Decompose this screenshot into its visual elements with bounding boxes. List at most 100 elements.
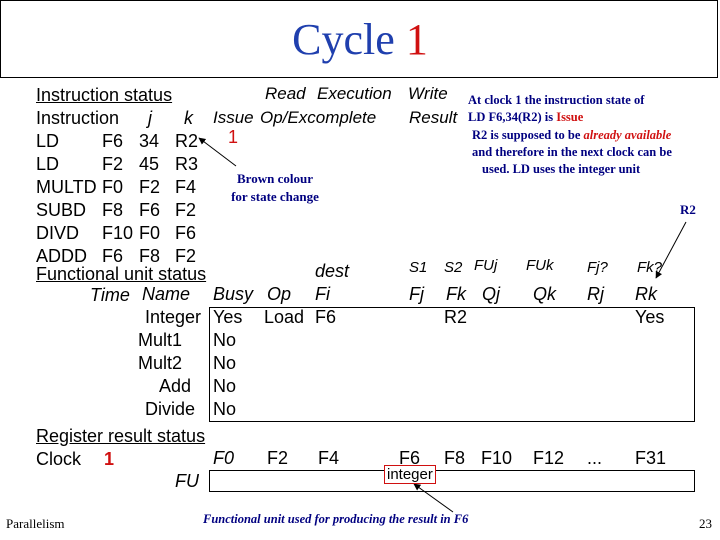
slide-title: Cycle 1 [292, 15, 428, 64]
register-f8: F8 [444, 448, 466, 468]
header-read: Read [265, 84, 306, 103]
unit-busy: No [213, 376, 237, 396]
header-fuj: FUj [474, 257, 498, 274]
page-number: 23 [699, 516, 712, 531]
instr-reg: F2 [102, 154, 124, 174]
r2-annotation: R2 [680, 202, 696, 217]
header-qk: Qk [533, 284, 557, 304]
instr-op: LD [36, 154, 60, 174]
instr-j: F0 [139, 223, 161, 243]
instruction-status-label: Instruction status [36, 85, 173, 105]
register-f6: F6 [399, 448, 421, 468]
header-execution: Execution [317, 84, 392, 103]
unit-name: Add [159, 376, 192, 396]
instr-k: F4 [175, 177, 197, 197]
header-dest: dest [315, 261, 350, 281]
unit-busy: No [213, 353, 237, 373]
register-f10: F10 [481, 448, 513, 468]
instr-k: F2 [175, 246, 197, 266]
instr-j: 34 [139, 131, 160, 151]
instr-reg: F0 [102, 177, 124, 197]
instr-issue-cycle: 1 [228, 127, 239, 147]
note-line-4: and therefore in the next clock can be [472, 145, 672, 159]
brown-colour-note: Brown colour for state change [231, 171, 319, 204]
register-f2: F2 [267, 448, 289, 468]
instr-k: F6 [175, 223, 197, 243]
header-op: Op [267, 284, 292, 304]
header-s1: S1 [409, 259, 428, 276]
header-op-excomplete: Op/Excomplete [260, 108, 377, 127]
arrow-to-rk [655, 221, 687, 279]
register-f0: F0 [213, 448, 235, 468]
unit-busy: No [213, 330, 237, 350]
title-frame [0, 0, 718, 78]
instr-op: MULTD [36, 177, 97, 197]
footnote: Functional unit used for producing the r… [203, 512, 469, 526]
footer-title: Parallelism [6, 516, 65, 531]
instr-op: LD [36, 131, 60, 151]
register-ellipsis: ... [587, 448, 603, 468]
unit-fi: F6 [315, 307, 337, 327]
header-s2: S2 [444, 259, 463, 276]
header-rj: Rj [587, 284, 604, 304]
unit-fk: R2 [444, 307, 468, 327]
note-line-2: LD F6,34(R2) is Issue [468, 110, 584, 124]
header-fj: Fj [409, 284, 424, 304]
instr-op: SUBD [36, 200, 87, 220]
register-f6-unit: integer [384, 465, 436, 484]
instr-j: F6 [139, 200, 161, 220]
unit-name: Divide [145, 399, 196, 419]
header-fk: Fk [446, 284, 466, 304]
functional-unit-table-frame [209, 307, 695, 422]
instr-k: R3 [175, 154, 199, 174]
header-j: j [148, 108, 152, 128]
register-result-status-label: Register result status [36, 426, 206, 446]
instr-op: DIVD [36, 223, 80, 243]
header-fj-ready: Fj? [587, 259, 608, 276]
header-fi: Fi [315, 284, 330, 304]
note-line-5: used. LD uses the integer unit [482, 162, 641, 176]
instr-reg: F6 [102, 131, 124, 151]
register-f4: F4 [318, 448, 340, 468]
note-line-3: R2 is supposed to be already available [472, 128, 672, 142]
header-fk-ready: Fk? [637, 259, 663, 276]
header-result: Result [409, 108, 458, 127]
arrow-to-r2-instruction [198, 137, 237, 167]
clock-value: 1 [104, 449, 115, 469]
header-k: k [184, 108, 193, 128]
header-busy: Busy [213, 284, 254, 304]
header-write: Write [408, 84, 448, 103]
register-fu-row-frame [209, 470, 695, 492]
instr-j: 45 [139, 154, 160, 174]
instr-reg: F8 [102, 200, 124, 220]
header-issue: Issue [213, 108, 254, 127]
unit-name: Mult2 [138, 353, 183, 373]
header-qj: Qj [482, 284, 500, 304]
register-f31: F31 [635, 448, 667, 468]
unit-busy: No [213, 399, 237, 419]
header-fuk: FUk [526, 257, 554, 274]
unit-busy: Yes [213, 307, 243, 327]
header-rk: Rk [635, 284, 657, 304]
unit-name: Mult1 [138, 330, 183, 350]
fu-label: FU [175, 471, 199, 491]
instr-op: ADDD [36, 246, 88, 266]
unit-rk: Yes [635, 307, 665, 327]
instr-j: F2 [139, 177, 161, 197]
clock-label: Clock [36, 449, 82, 469]
unit-name: Integer [145, 307, 202, 327]
register-f12: F12 [533, 448, 565, 468]
instr-j: F8 [139, 246, 161, 266]
unit-op: Load [264, 307, 305, 327]
instr-reg: F10 [102, 223, 134, 243]
functional-unit-status-label: Functional unit status [36, 264, 207, 284]
instr-k: F2 [175, 200, 197, 220]
note-line-1: At clock 1 the instruction state of [468, 93, 645, 107]
header-time: Time [90, 285, 130, 305]
header-instruction: Instruction [36, 108, 120, 128]
instr-reg: F6 [102, 246, 124, 266]
arrow-to-integer [413, 483, 454, 513]
instr-k: R2 [175, 131, 199, 151]
header-name: Name [142, 284, 191, 304]
